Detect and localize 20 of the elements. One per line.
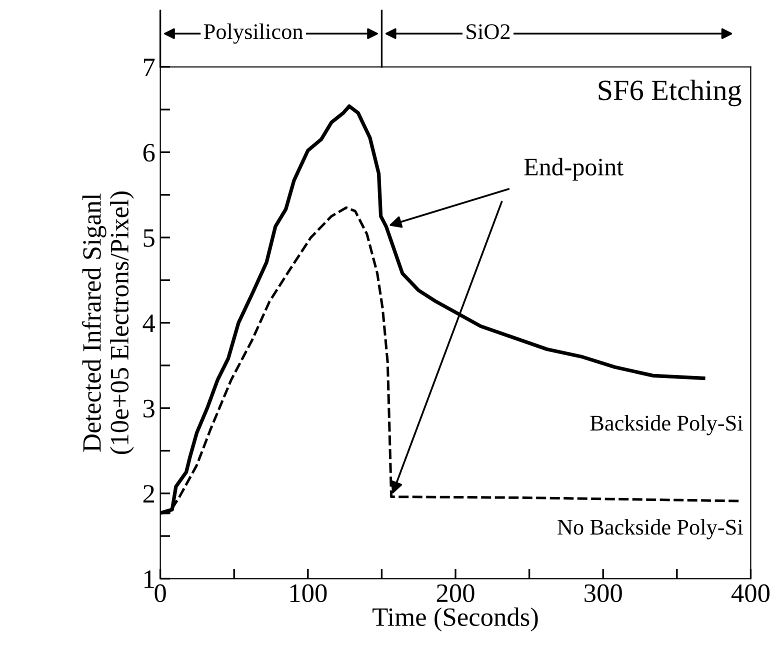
y-tick-label: 6 (143, 144, 155, 162)
x-axis-title: Time (Seconds) (372, 607, 538, 632)
chart-title: SF6 Etching (598, 80, 742, 106)
y-tick-label: 3 (144, 400, 154, 418)
annotation: End-point (524, 158, 624, 181)
y-tick-label: 7 (144, 58, 155, 76)
text: SiO2 (466, 24, 510, 40)
x-tick-label: 100 (290, 584, 327, 602)
y-tick-label: 5 (144, 229, 154, 247)
y-tick-label: 2 (143, 485, 154, 503)
text: Polysilicon (204, 24, 303, 44)
x-tick-label: 300 (584, 584, 622, 602)
x-tick-label: 400 (731, 584, 770, 602)
y-tick-label: 1 (144, 570, 154, 588)
x-tick-label: 200 (436, 584, 474, 602)
y-axis-title: Detected Infrared Siganl (10e+05 Electrons/Pixel) (82, 192, 134, 454)
x-tick-label: 0 (154, 584, 166, 602)
text: Backside Poly-Si (590, 415, 743, 436)
y-tick-label: 4 (142, 314, 156, 332)
series-label: No Backside Poly-Si (558, 519, 743, 540)
